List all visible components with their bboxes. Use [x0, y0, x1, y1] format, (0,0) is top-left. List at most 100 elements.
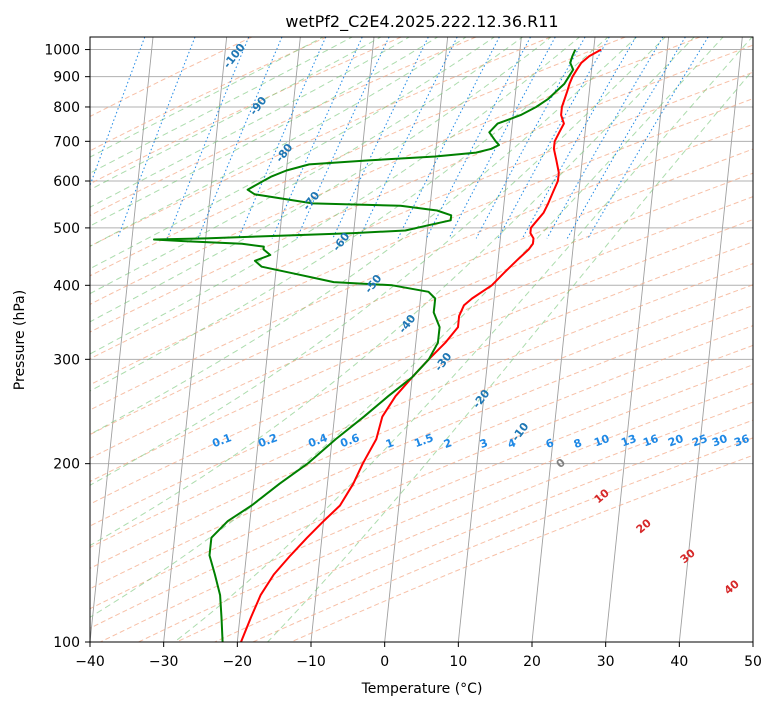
moist-adiabat-line: [90, 37, 724, 618]
y-tick-label: 800: [53, 100, 80, 116]
dry-adiabat-line: [90, 44, 753, 333]
dry-adiabat-line: [90, 123, 753, 411]
temperature-profile-line: [240, 48, 602, 642]
isotherm-line: [678, 37, 743, 642]
mixing-ratio-label: 1: [384, 436, 396, 451]
y-tick-label: 500: [53, 221, 80, 237]
moist-adiabat-line: [90, 37, 439, 227]
x-tick-label: −40: [75, 654, 105, 670]
isotherm-line: [236, 37, 301, 642]
y-axis-label: Pressure (hPa): [12, 290, 28, 390]
y-tick-label: 900: [53, 70, 80, 86]
dry-adiabat-line: [90, 37, 477, 217]
mixing-ratio-label: 8: [572, 436, 584, 451]
y-tick-label: 600: [53, 174, 80, 190]
mixing-ratio-label: 2: [442, 436, 454, 451]
y-tick-label: 700: [53, 134, 80, 150]
dry-adiabat-line: [90, 172, 753, 459]
mixing-ratio-label: 0.4: [306, 431, 329, 450]
dry-adiabat-line: [90, 37, 327, 152]
isotherm-line: [90, 37, 154, 642]
mixing-ratio-label: 30: [710, 432, 729, 450]
mixing-ratio-line: [166, 37, 250, 239]
x-axis-label: Temperature (°C): [361, 681, 483, 697]
axes: −40 −30 −20 −10 0 10 20 30 40 5010020030040050060…: [44, 43, 762, 670]
mixing-ratio-label: 13: [619, 432, 638, 449]
x-tick-label: −10: [296, 654, 326, 670]
moist-adiabat-line: [90, 37, 695, 547]
mixing-ratio-label: 0.1: [210, 431, 233, 450]
moist-adiabat-line: [90, 37, 638, 435]
x-tick-label: 0: [380, 654, 389, 670]
moist-adiabat-line: [267, 69, 753, 642]
mixing-ratio-line: [497, 37, 610, 239]
dewpoint-profile-line: [153, 49, 577, 642]
plot-frame: [89, 36, 754, 643]
x-tick-label: −20: [223, 654, 253, 670]
background-lines: [90, 37, 753, 642]
x-tick-label: 40: [670, 654, 688, 670]
y-tick-label: 1000: [44, 43, 80, 59]
mixing-ratio-line: [238, 37, 327, 239]
y-tick-label: 300: [53, 352, 80, 368]
mixing-ratio-label: 25: [690, 432, 709, 449]
mixing-ratio-label: 36: [732, 432, 751, 450]
mixing-ratio-line: [425, 37, 531, 239]
isotherm-line: [457, 37, 522, 642]
x-tick-label: 50: [744, 654, 762, 670]
dry-adiabat-line: [90, 325, 753, 610]
mixing-ratio-line: [521, 37, 637, 239]
moist-adiabat-line: [90, 37, 354, 174]
x-tick-label: 10: [449, 654, 467, 670]
moist-adiabat-line: [90, 37, 496, 270]
mixing-ratio-label: 10: [592, 432, 611, 450]
x-tick-label: −30: [149, 654, 179, 670]
dry-adiabat-line: [100, 364, 753, 642]
dry-adiabat-line: [90, 196, 753, 483]
dry-adiabat-line: [138, 383, 753, 642]
dry-adiabat-line: [90, 148, 753, 436]
moist-adiabat-line: [90, 37, 524, 295]
isotherm-line: [163, 37, 228, 642]
moist-adiabat-line: [90, 37, 411, 208]
x-tick-label: 30: [597, 654, 615, 670]
mixing-ratio-line: [566, 37, 686, 239]
mixing-ratio-label: 3: [478, 436, 490, 451]
dry-adiabat-line: [90, 37, 701, 305]
x-tick-label: 20: [523, 654, 541, 670]
mixing-ratio-line: [358, 37, 458, 239]
isotherm-line: [384, 37, 449, 642]
isotherm-line: [605, 37, 670, 642]
moist-adiabat-line: [174, 37, 753, 642]
mixing-ratio-label: 4: [506, 436, 518, 451]
y-tick-label: 100: [53, 635, 80, 651]
mixing-ratio-label: 20: [666, 432, 685, 450]
moist-adiabat-line: [90, 37, 667, 486]
mixing-ratio-label: 6: [544, 436, 556, 451]
isotherm-line: [310, 37, 375, 642]
mixing-ratio-label: 0.6: [338, 431, 361, 450]
dry-adiabat-line: [90, 219, 753, 505]
mixing-ratio-label: 1.5: [412, 431, 435, 450]
mixing-ratio-line: [546, 37, 664, 239]
moist-adiabat-line: [90, 37, 468, 247]
y-tick-label: 400: [53, 278, 80, 294]
y-tick-label: 200: [53, 457, 80, 473]
mixing-ratio-line: [587, 37, 709, 239]
mixing-ratio-line: [197, 37, 283, 239]
mixing-ratio-label: 0.2: [256, 431, 279, 450]
mixing-ratio-label: 16: [641, 432, 660, 450]
dry-adiabat-line: [90, 37, 626, 277]
sounding-lines: [153, 48, 602, 642]
chart-title: wetPf2_C2E4.2025.222.12.36.R11: [285, 12, 558, 32]
moist-adiabat-line: [90, 37, 552, 323]
dry-adiabat-line: [90, 37, 253, 118]
dry-adiabat-line: [90, 344, 753, 629]
moist-adiabat-line: [90, 37, 325, 158]
isotherm-line: [531, 37, 596, 642]
moist-adiabat-line: [90, 37, 609, 392]
dry-adiabat-line: [90, 71, 753, 360]
